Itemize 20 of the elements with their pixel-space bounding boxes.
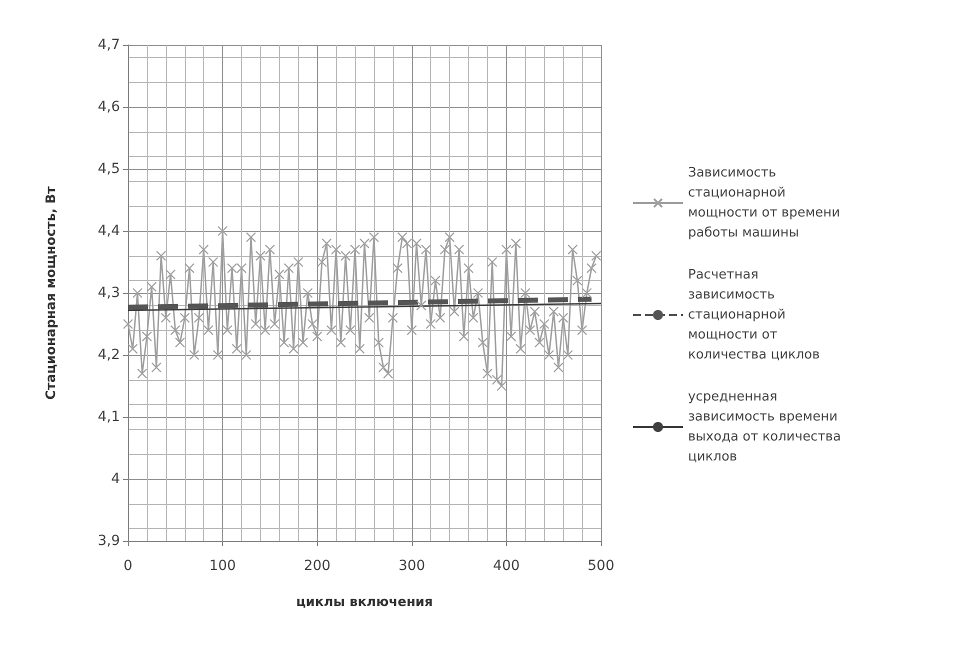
- y-tick-label: 4,7: [98, 37, 120, 53]
- y-tick-label: 4: [111, 471, 120, 487]
- y-tick-label: 4,5: [98, 161, 120, 177]
- x-tick-label: 500: [588, 558, 614, 574]
- y-tick-label: 4,1: [98, 409, 120, 425]
- x-tick-label: 300: [398, 558, 426, 574]
- y-tick-label: 4,4: [98, 223, 120, 239]
- y-tick-label: 3,9: [98, 533, 120, 549]
- x-tick-label: 100: [209, 558, 236, 574]
- y-axis-title: Стационарная мощность, Вт: [44, 186, 59, 400]
- x-axis-title: циклы включения: [296, 595, 433, 610]
- x-tick-label: 0: [124, 558, 132, 574]
- x-tick-label: 200: [304, 558, 331, 574]
- y-tick-label: 4,3: [98, 285, 120, 301]
- y-tick-label: 4,2: [98, 347, 120, 363]
- y-tick-label: 4,6: [98, 99, 120, 115]
- legend-label: Расчетная зависимость стационарной мощности от количества циклов: [688, 268, 820, 362]
- x-tick-label: 400: [493, 558, 520, 574]
- legend-label: Зависимость стационарной мощности от времени работы машины: [688, 166, 844, 240]
- legend-label: усредненная зависимость времени выхода от количества циклов: [688, 390, 846, 464]
